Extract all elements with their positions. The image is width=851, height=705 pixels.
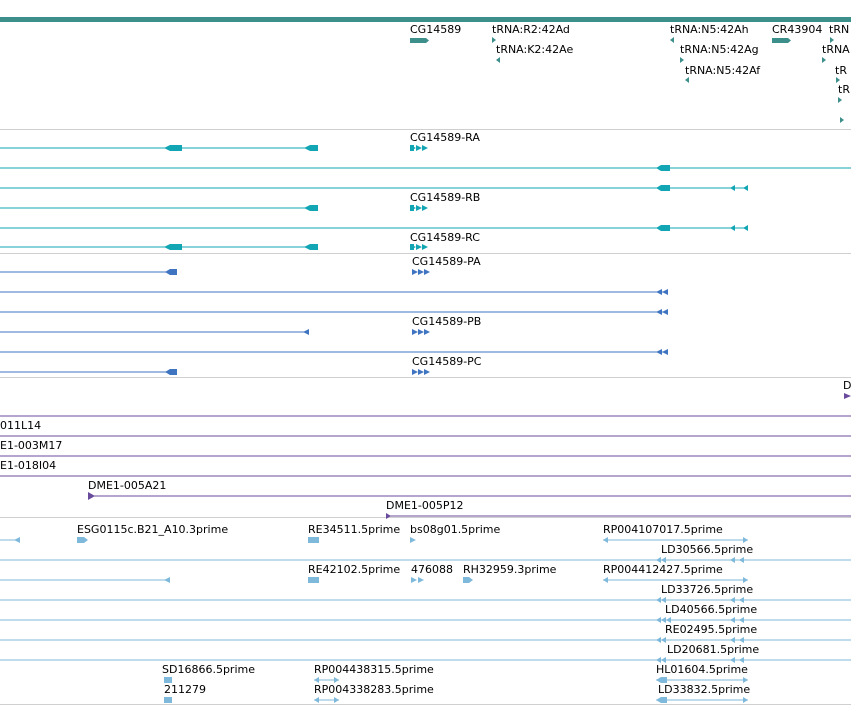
track-separator xyxy=(0,377,851,378)
clone-row[interactable] xyxy=(88,492,851,500)
est-label[interactable]: SD16866.5prime xyxy=(162,663,255,676)
est-label[interactable]: 211279 xyxy=(164,683,206,696)
est-label[interactable]: LD33726.5prime xyxy=(661,583,754,596)
gene-label-trna-partial[interactable]: tRN xyxy=(829,23,850,36)
gene-span-bar xyxy=(0,17,851,22)
est-track xyxy=(0,537,851,703)
trna-n5-42af[interactable] xyxy=(685,77,689,83)
clone-label-005p12[interactable]: DME1-005P12 xyxy=(386,499,464,512)
protein-row[interactable] xyxy=(0,349,668,355)
est-label[interactable]: RP004438315.5prime xyxy=(314,663,434,676)
gene-label-trna-n5-42ag[interactable]: tRNA:N5:42Ag xyxy=(680,43,759,56)
trna-partial-3[interactable] xyxy=(836,77,840,83)
trna-partial-4[interactable] xyxy=(838,97,842,103)
protein-label-pc[interactable]: CG14589-PC xyxy=(412,355,482,368)
protein-row[interactable] xyxy=(0,289,668,295)
est-label[interactable]: RE42102.5prime xyxy=(308,563,401,576)
track-separator xyxy=(0,253,851,254)
est-row[interactable] xyxy=(164,677,748,683)
clone-label-005a21[interactable]: DME1-005A21 xyxy=(88,479,167,492)
gene-label-trna-r2-42ad[interactable]: tRNA:R2:42Ad xyxy=(492,23,570,36)
gene-label-cr43904[interactable]: CR43904 xyxy=(772,23,823,36)
est-label[interactable]: LD30566.5prime xyxy=(661,543,754,556)
clone-label-011l14[interactable]: 011L14 xyxy=(0,419,42,432)
transcript-label-rc[interactable]: CG14589-RC xyxy=(410,231,480,244)
est-label[interactable]: LD40566.5prime xyxy=(665,603,758,616)
est-label[interactable]: RH32959.3prime xyxy=(463,563,557,576)
clone-row[interactable] xyxy=(386,513,851,519)
est-label[interactable]: bs08g01.5prime xyxy=(410,523,501,536)
est-label[interactable]: RP004107017.5prime xyxy=(603,523,723,536)
transcript-track xyxy=(0,145,851,250)
protein-row[interactable] xyxy=(0,309,668,315)
est-label[interactable]: RP004412427.5prime xyxy=(603,563,723,576)
gene-label-trna-n5-42ah[interactable]: tRNA:N5:42Ah xyxy=(670,23,749,36)
protein-track xyxy=(0,269,668,375)
est-label[interactable]: 476088 xyxy=(411,563,453,576)
clone-d-marker[interactable] xyxy=(844,393,851,399)
gene-label-cg14589[interactable]: CG14589 xyxy=(410,23,462,36)
gene-cr43904[interactable] xyxy=(772,38,791,43)
protein-row[interactable] xyxy=(0,329,430,335)
est-label[interactable]: RP004338283.5prime xyxy=(314,683,434,696)
est-label[interactable]: HL01604.5prime xyxy=(656,663,748,676)
gene-label-trna-partial[interactable]: tRNA xyxy=(822,43,850,56)
est-row[interactable] xyxy=(0,637,851,643)
gene-label-trna-partial[interactable]: tR xyxy=(838,83,850,96)
trna-n5-42ag[interactable] xyxy=(680,57,684,63)
clone-label-018i04[interactable]: E1-018I04 xyxy=(0,459,57,472)
est-row[interactable] xyxy=(164,697,748,703)
transcript-row[interactable] xyxy=(0,225,748,231)
trna-partial-5[interactable] xyxy=(840,117,844,123)
est-label[interactable]: RE02495.5prime xyxy=(665,623,758,636)
protein-label-pa[interactable]: CG14589-PA xyxy=(412,255,481,268)
est-row[interactable] xyxy=(0,617,851,623)
clone-label-d[interactable]: D xyxy=(843,379,851,392)
trna-partial-2[interactable] xyxy=(822,57,826,63)
transcript-row[interactable] xyxy=(0,205,428,211)
trna-partial-1[interactable] xyxy=(830,37,834,43)
transcript-row[interactable] xyxy=(0,185,748,191)
gene-label-trna-n5-42af[interactable]: tRNA:N5:42Af xyxy=(685,64,761,77)
est-row[interactable] xyxy=(0,537,748,543)
est-row[interactable] xyxy=(0,557,851,563)
est-label[interactable]: RE34511.5prime xyxy=(308,523,401,536)
est-row[interactable] xyxy=(0,597,851,603)
track-separator xyxy=(0,517,851,518)
gene-cg14589[interactable] xyxy=(410,38,429,43)
transcript-label-rb[interactable]: CG14589-RB xyxy=(410,191,481,204)
est-label[interactable]: LD20681.5prime xyxy=(667,643,760,656)
trna-k2-42ae[interactable] xyxy=(496,57,500,63)
gene-track xyxy=(410,37,844,123)
protein-row[interactable] xyxy=(0,369,430,375)
transcript-label-ra[interactable]: CG14589-RA xyxy=(410,131,480,144)
gene-label-trna-partial[interactable]: tR xyxy=(835,64,847,77)
est-label[interactable]: ESG0115c.B21_A10.3prime xyxy=(77,523,229,536)
clone-label-003m17[interactable]: E1-003M17 xyxy=(0,439,63,452)
track-separator xyxy=(0,129,851,130)
transcript-row[interactable] xyxy=(0,145,428,151)
trna-n5-42ah[interactable] xyxy=(670,37,674,43)
trna-r2-42ad[interactable] xyxy=(492,37,496,43)
est-label[interactable]: LD33832.5prime xyxy=(658,683,751,696)
clone-track xyxy=(0,393,851,519)
protein-row[interactable] xyxy=(0,269,430,275)
protein-label-pb[interactable]: CG14589-PB xyxy=(412,315,482,328)
est-row[interactable] xyxy=(0,657,851,663)
est-row[interactable] xyxy=(0,577,748,583)
gene-label-trna-k2-42ae[interactable]: tRNA:K2:42Ae xyxy=(496,43,574,56)
transcript-row[interactable] xyxy=(0,165,851,171)
transcript-row[interactable] xyxy=(0,244,428,250)
